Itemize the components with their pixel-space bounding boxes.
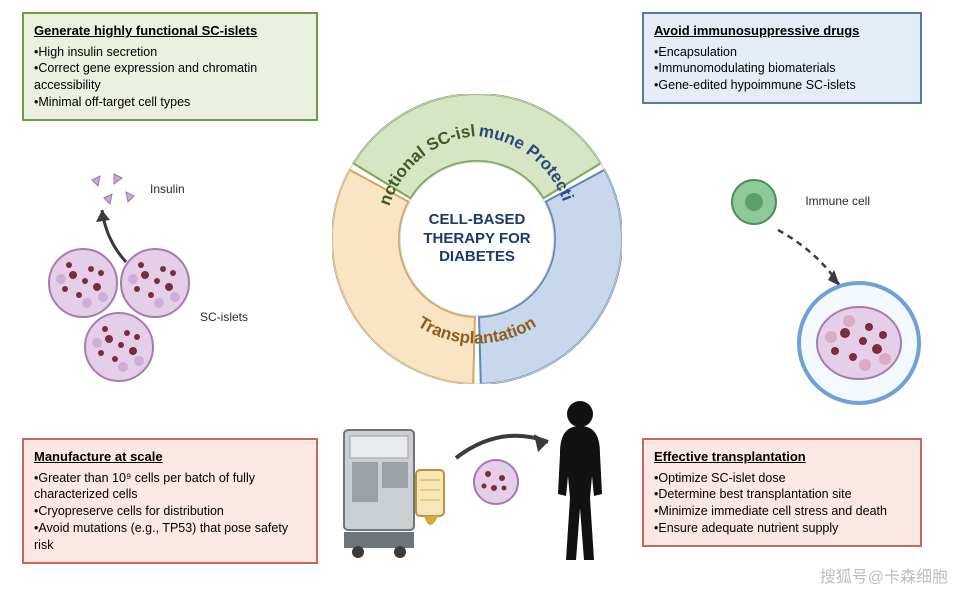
box-manufacture: Manufacture at scale •Greater than 10⁹ c… xyxy=(22,438,318,564)
central-donut: Functional SC-islets Immune Protection T… xyxy=(332,94,622,384)
box-title: Effective transplantation xyxy=(654,448,910,466)
box-title: Generate highly functional SC-islets xyxy=(34,22,306,40)
sc-islets-icon xyxy=(48,248,218,418)
box-title: Avoid immunosuppressive drugs xyxy=(654,22,910,40)
bullet: •Optimize SC-islet dose xyxy=(654,470,910,487)
bullet: •Minimal off-target cell types xyxy=(34,94,306,111)
bullet: •Ensure adequate nutrient supply xyxy=(654,520,910,537)
bullet: •Encapsulation xyxy=(654,44,910,61)
bullet: •High insulin secretion xyxy=(34,44,306,61)
box-title: Manufacture at scale xyxy=(34,448,306,466)
immune-cell-icon xyxy=(728,176,780,228)
bioreactor-icon xyxy=(334,420,454,560)
bullet: •Cryopreserve cells for distribution xyxy=(34,503,306,520)
human-silhouette-icon xyxy=(540,398,620,568)
sc-islets-label: SC-islets xyxy=(200,310,248,324)
encapsulated-islet-icon xyxy=(794,278,924,408)
sc-islet-small-icon xyxy=(470,456,522,508)
box-transplantation: Effective transplantation •Optimize SC-i… xyxy=(642,438,922,547)
bullet: •Avoid mutations (e.g., TP53) that pose … xyxy=(34,520,306,554)
immune-cell-label: Immune cell xyxy=(805,194,870,208)
bullet: •Minimize immediate cell stress and deat… xyxy=(654,503,910,520)
bullet: •Determine best transplantation site xyxy=(654,486,910,503)
watermark-text: 搜狐号@卡森细胞 xyxy=(820,563,948,587)
box-immune-protection: Avoid immunosuppressive drugs •Encapsula… xyxy=(642,12,922,104)
arrow-icon xyxy=(86,200,146,270)
bullet: •Gene-edited hypoimmune SC-islets xyxy=(654,77,910,94)
bullet: •Greater than 10⁹ cells per batch of ful… xyxy=(34,470,306,504)
center-title: CELL-BASED THERAPY FOR DIABETES xyxy=(409,171,545,307)
bullet: •Immunomodulating biomaterials xyxy=(654,60,910,77)
bullet: •Correct gene expression and chromatin a… xyxy=(34,60,306,94)
box-functional-islets: Generate highly functional SC-islets •Hi… xyxy=(22,12,318,121)
insulin-label: Insulin xyxy=(150,182,185,196)
